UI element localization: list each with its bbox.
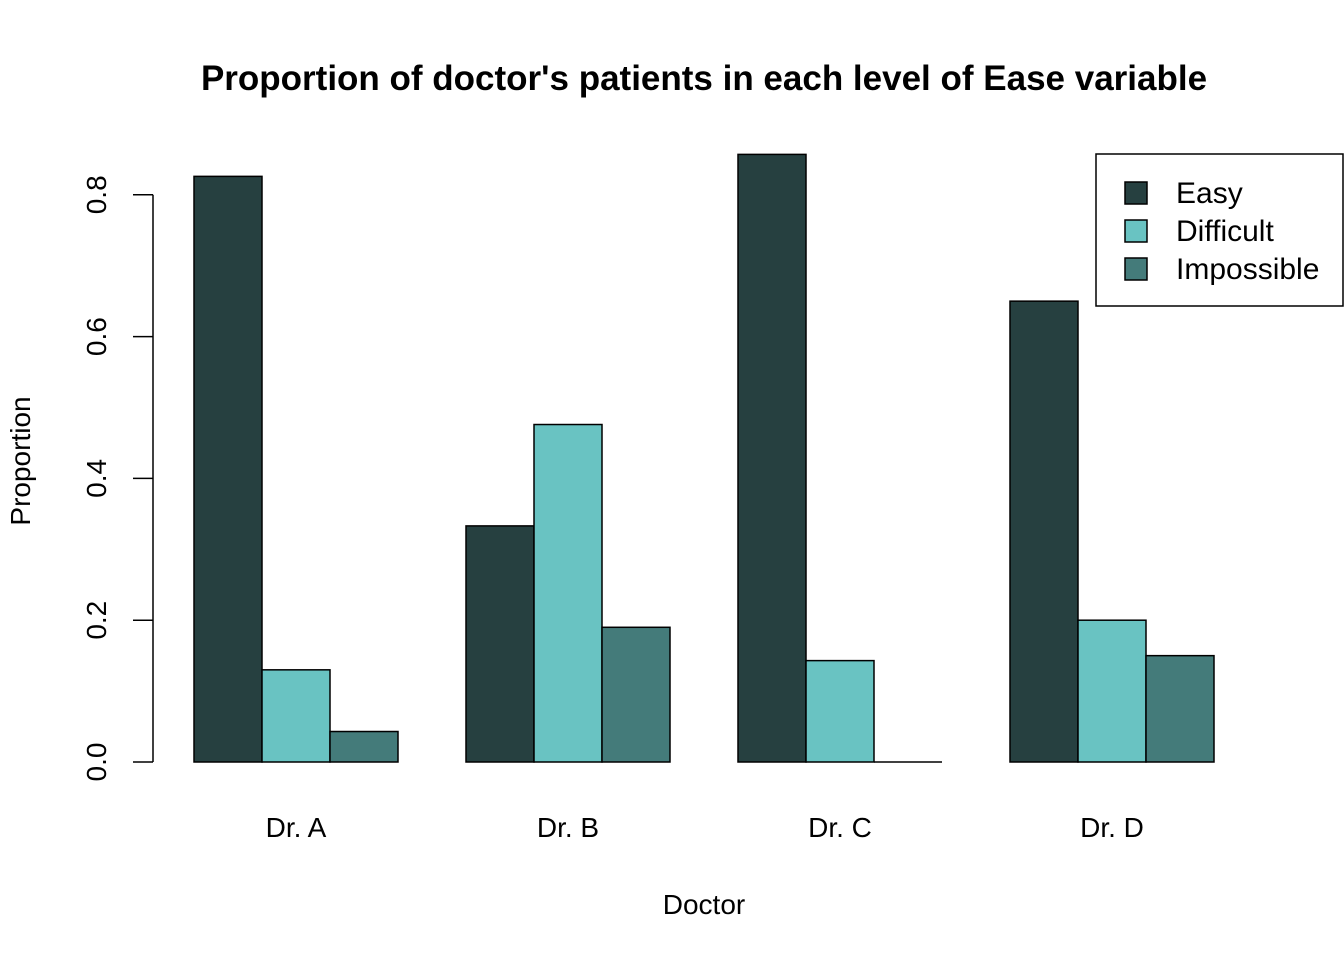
bar-difficult-4 — [1077, 619, 1147, 763]
y-tick-label: 0.8 — [81, 175, 112, 214]
legend-label-easy: Easy — [1176, 177, 1243, 210]
legend-swatch-difficult — [1124, 219, 1148, 243]
y-tick-label: 0.4 — [81, 459, 112, 498]
bars-group — [193, 153, 1215, 763]
x-tick-labels: Dr. A Dr. B Dr. C Dr. D — [266, 812, 1144, 843]
bar-easy-4 — [1009, 300, 1079, 763]
bar-easy-1 — [193, 175, 263, 763]
legend-swatch-impossible — [1124, 257, 1148, 281]
bar-impossible-1 — [329, 730, 399, 763]
x-tick-label: Dr. C — [808, 812, 872, 843]
bar-difficult-3 — [805, 659, 875, 763]
y-tick-label: 0.2 — [81, 601, 112, 640]
bar-easy-2 — [465, 525, 535, 763]
bar-easy-3 — [737, 153, 807, 763]
bar-impossible-4 — [1145, 654, 1215, 763]
y-tick-label: 0.6 — [81, 317, 112, 356]
legend-label-difficult: Difficult — [1176, 215, 1274, 248]
legend: Easy Difficult Impossible — [1095, 153, 1344, 307]
y-axis-label: Proportion — [5, 396, 36, 525]
chart-title: Proportion of doctor's patients in each … — [201, 59, 1207, 98]
x-tick-label: Dr. A — [266, 812, 327, 843]
y-axis: 0.0 0.2 0.4 0.6 0.8 — [81, 175, 154, 782]
bar-difficult-2 — [533, 423, 603, 763]
legend-swatch-easy — [1124, 181, 1148, 205]
x-axis-label: Doctor — [663, 889, 745, 920]
y-tick-label: 0.0 — [81, 743, 112, 782]
x-tick-label: Dr. D — [1080, 812, 1144, 843]
legend-label-impossible: Impossible — [1176, 253, 1319, 286]
x-tick-label: Dr. B — [537, 812, 599, 843]
bar-impossible-2 — [601, 626, 671, 763]
bar-difficult-1 — [261, 669, 331, 763]
